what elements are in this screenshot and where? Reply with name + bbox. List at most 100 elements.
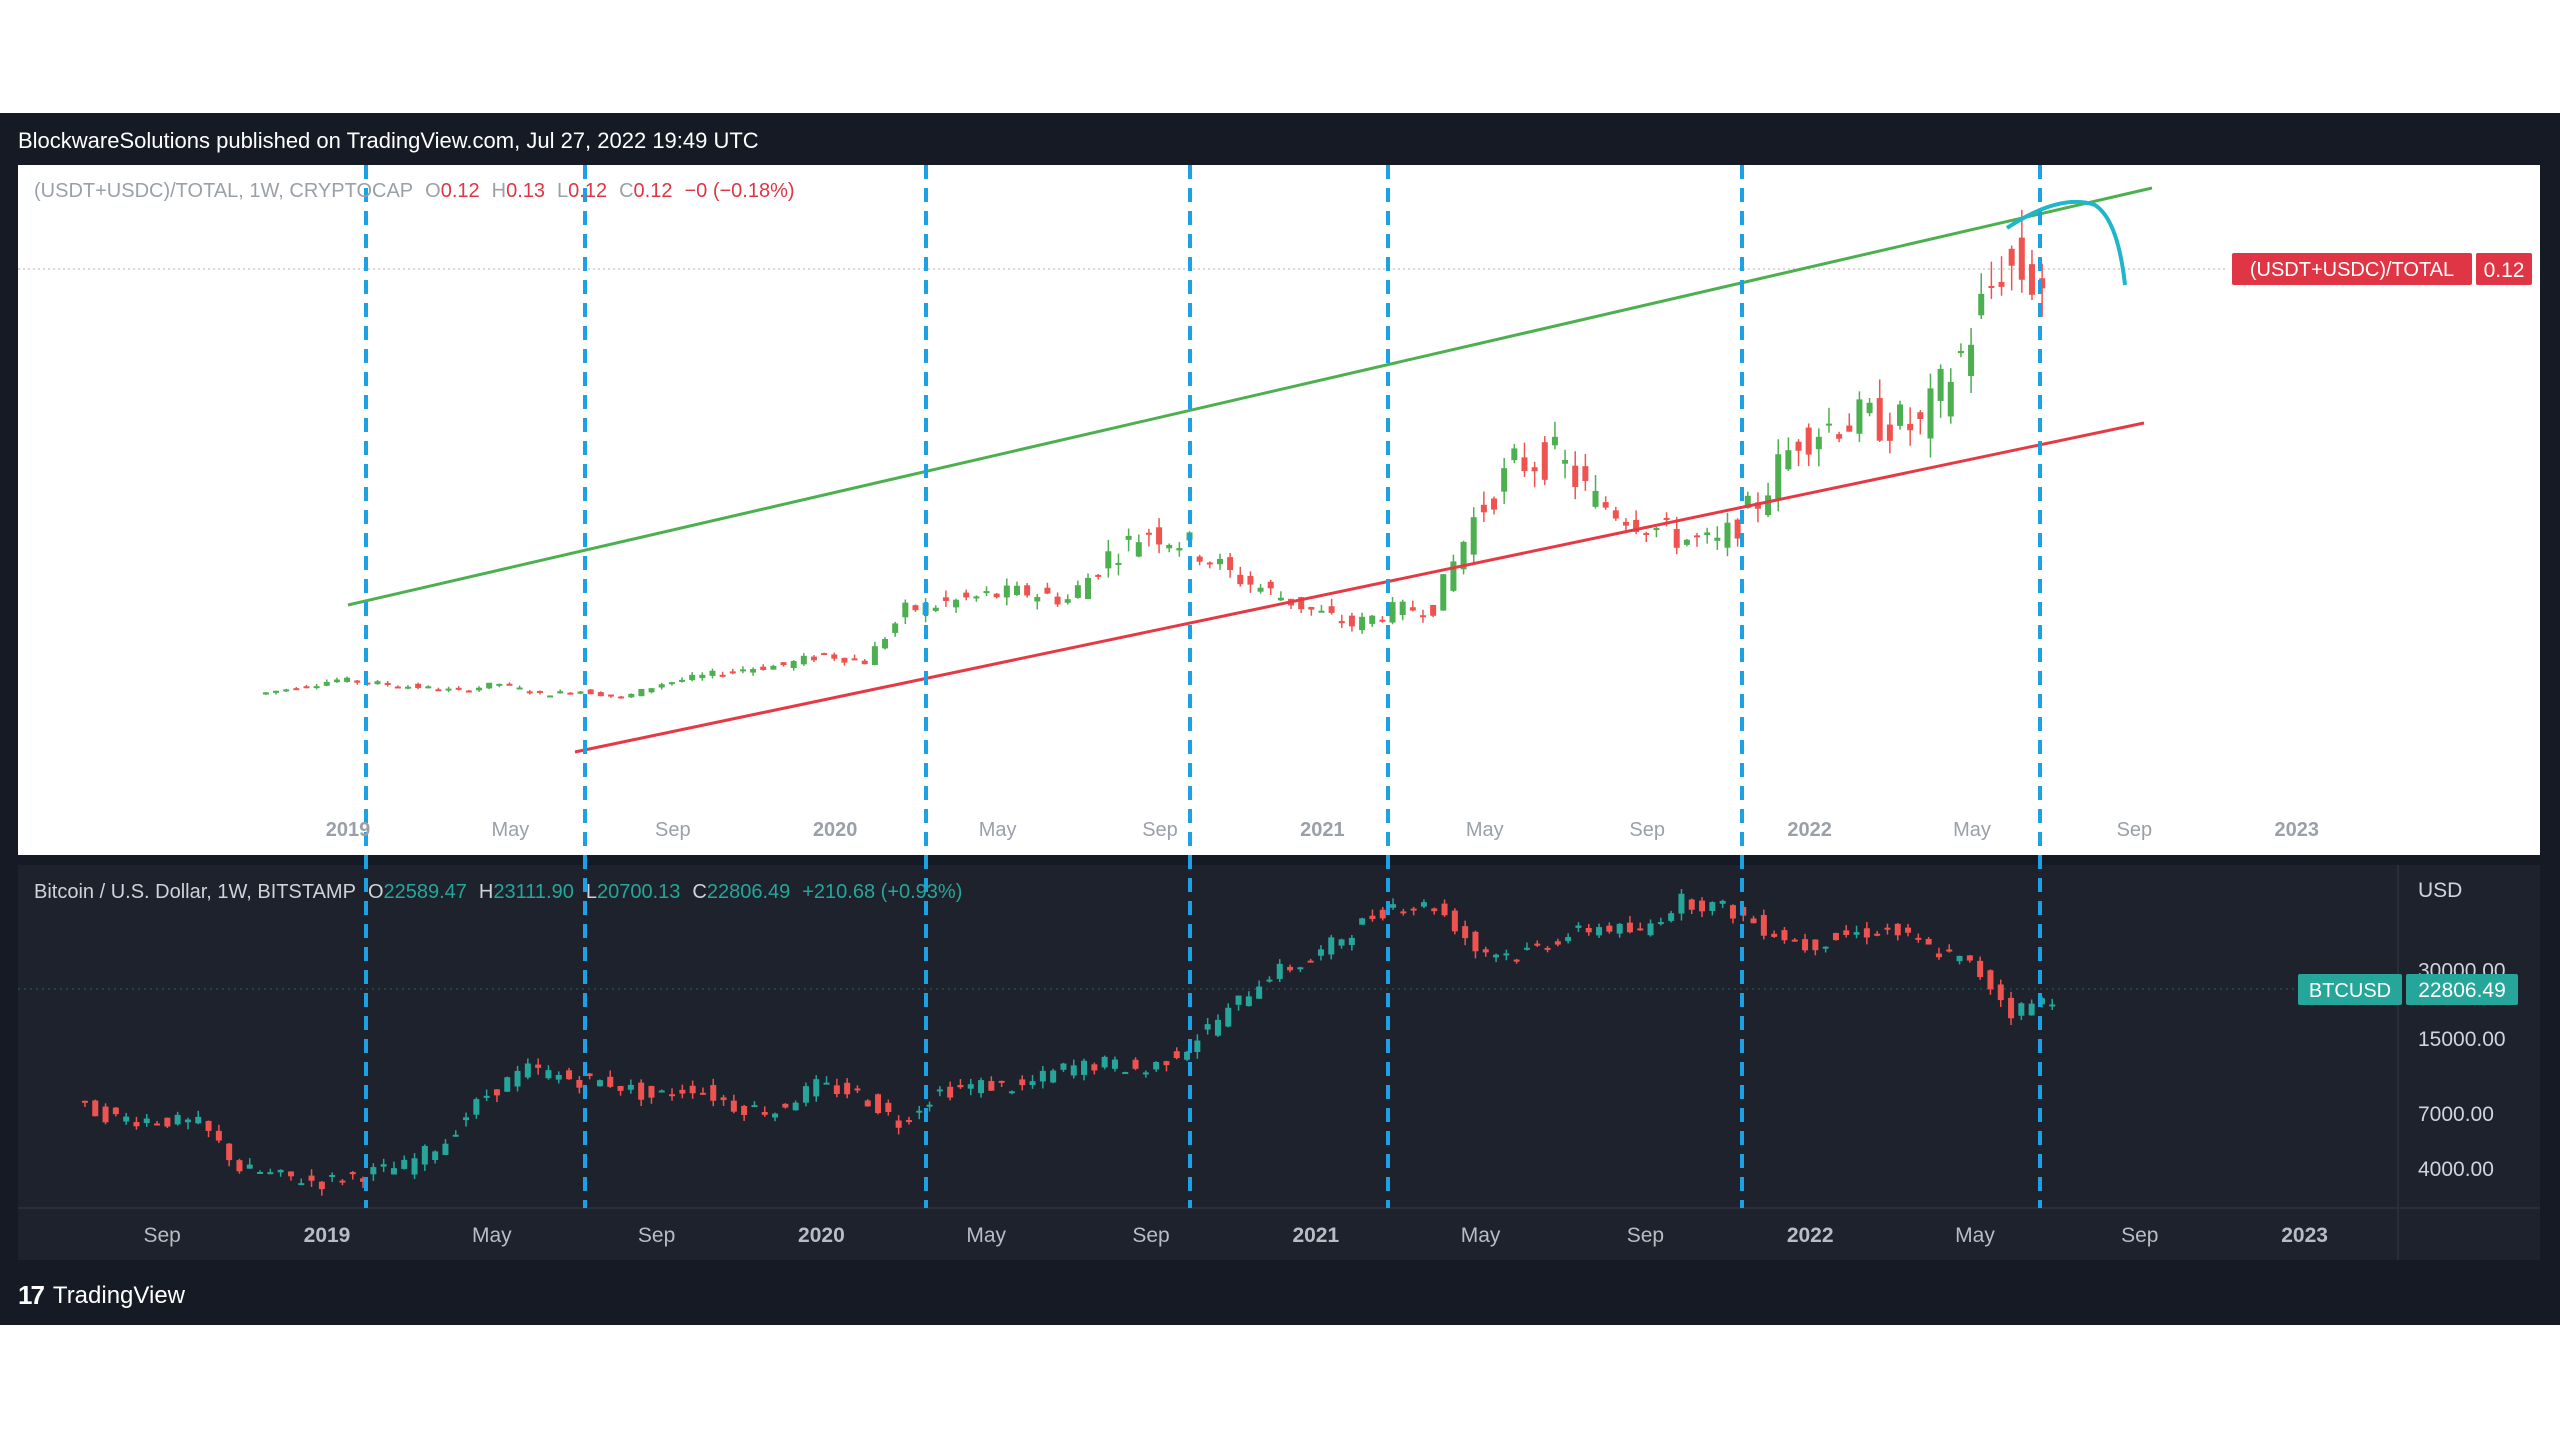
channel-upper-line[interactable]	[347, 186, 2153, 607]
candle-body	[1105, 551, 1112, 569]
footer-brand[interactable]: 17 TradingView	[18, 1280, 185, 1311]
candle-body	[452, 1134, 459, 1137]
candle-body	[1915, 937, 1922, 940]
candle-body	[1125, 535, 1132, 540]
candle-body	[831, 654, 838, 659]
candle-body	[1853, 932, 1860, 935]
candle-body	[1389, 602, 1396, 623]
candle-body	[2008, 248, 2015, 266]
candle-body	[496, 683, 503, 686]
candle-body	[1894, 923, 1901, 936]
candle-body	[1237, 574, 1244, 585]
candle-body	[1998, 281, 2005, 287]
candle-body	[404, 686, 411, 689]
bottom-legend-o-label: O	[367, 881, 384, 903]
candle-body	[1856, 399, 1863, 434]
bottom-pane[interactable]	[18, 865, 2540, 1260]
candle-body	[1551, 436, 1558, 446]
candle-body	[1729, 905, 1736, 919]
candle-body	[1399, 601, 1406, 616]
candle-body	[730, 1100, 737, 1112]
top-legend-low: 0.12	[568, 180, 608, 202]
candle-body	[761, 1111, 768, 1115]
candle-body	[545, 1070, 552, 1079]
candle-body	[790, 661, 797, 669]
candle-body	[349, 1172, 356, 1175]
published-header: BlockwareSolutions published on TradingV…	[18, 128, 759, 153]
candle-body	[1122, 1072, 1129, 1075]
candle-body	[932, 607, 939, 611]
bottom-price-tag-value: 22806.49	[2418, 979, 2506, 1002]
candle-body	[699, 1092, 706, 1095]
candle-body	[1815, 436, 1822, 450]
candle-body	[1606, 925, 1613, 932]
candle-body	[1287, 966, 1294, 971]
top-time-tick: Sep	[1142, 819, 1178, 841]
candle-body	[555, 1074, 562, 1080]
top-legend-symbol[interactable]: (USDT+USDC)/TOTAL, 1W, CRYPTOCAP	[34, 180, 414, 202]
candle-body	[1317, 949, 1324, 956]
candle-body	[476, 687, 483, 691]
candle-body	[226, 1143, 233, 1161]
candle-body	[1277, 597, 1284, 601]
candle-body	[587, 689, 594, 695]
candle-body	[1163, 1061, 1170, 1066]
candle-body	[1276, 963, 1283, 979]
annotation-arc[interactable]	[2005, 200, 2127, 286]
top-time-tick: Sep	[655, 819, 691, 841]
candle-body	[1760, 914, 1767, 936]
candle-body	[143, 1118, 150, 1124]
candle-body	[1359, 616, 1366, 631]
candle-body	[1714, 537, 1721, 541]
bottom-time-axis: Sep 2019 May Sep 2020 May Sep 2021 May Sep 2022 May…	[144, 1224, 2328, 1247]
candle-body	[1616, 923, 1623, 934]
candle-body	[668, 682, 675, 685]
candle-body	[1622, 521, 1629, 526]
candle-body	[1866, 402, 1873, 414]
bottom-legend-symbol[interactable]: Bitcoin / U.S. Dollar, 1W, BITSTAMP	[34, 881, 356, 903]
top-legend-high: 0.13	[506, 180, 546, 202]
candle-body	[411, 1158, 418, 1175]
candle-body	[1663, 517, 1670, 520]
candle-body	[1256, 986, 1263, 999]
candle-body	[483, 1095, 490, 1098]
top-pane[interactable]	[18, 165, 2540, 855]
top-time-tick: 2020	[813, 819, 858, 841]
candle-body	[1585, 927, 1592, 933]
candle-body	[1927, 388, 1934, 439]
candle-body	[780, 662, 787, 666]
bottom-legend-c-label: C	[692, 881, 707, 903]
channel-lower-line[interactable]	[574, 421, 2145, 754]
candle-body	[1267, 581, 1274, 589]
candle-body	[864, 1100, 871, 1107]
candle-body	[1024, 585, 1031, 596]
candle-body	[1235, 995, 1242, 1005]
candle-body	[445, 688, 452, 691]
candle-body	[1612, 510, 1619, 519]
top-legend-o-label: O	[425, 180, 441, 202]
candle-body	[293, 688, 300, 691]
candle-body	[905, 1120, 912, 1123]
candle-body	[1750, 918, 1757, 924]
price-axis-tick: 7000.00	[2418, 1103, 2494, 1126]
candle-body	[1153, 1062, 1160, 1070]
candle-body	[1554, 941, 1561, 945]
candle-body	[1145, 532, 1152, 535]
candle-body	[1744, 495, 1751, 508]
candle-body	[1214, 1019, 1221, 1036]
top-time-tick: May	[979, 819, 1017, 841]
candle-body	[102, 1106, 109, 1123]
top-time-tick: May	[492, 819, 530, 841]
bottom-legend-close: 22806.49	[706, 881, 791, 903]
candle-body	[1802, 939, 1809, 951]
bottom-time-tick: 2020	[798, 1224, 845, 1247]
bottom-legend-h-label: H	[478, 881, 494, 903]
candle-body	[760, 666, 767, 671]
top-time-tick: 2019	[326, 819, 371, 841]
candle-body	[1482, 949, 1489, 953]
top-time-tick: Sep	[1629, 819, 1665, 841]
candle-body	[699, 674, 706, 679]
candle-body	[566, 1070, 573, 1080]
candle-body	[298, 1183, 305, 1186]
candle-body	[1683, 539, 1690, 545]
